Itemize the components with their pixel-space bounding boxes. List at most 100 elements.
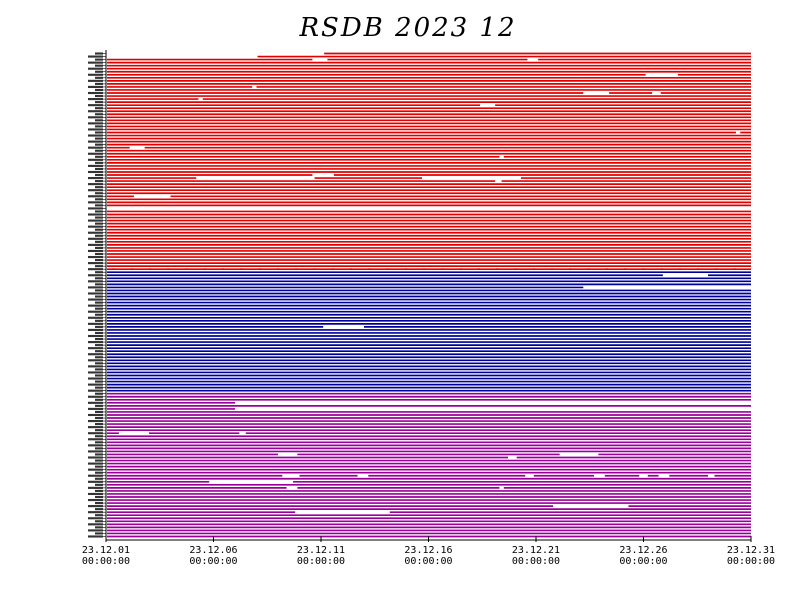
row-label: [88, 432, 103, 435]
row-label: [95, 301, 103, 304]
dash-mark: [678, 268, 681, 271]
row-label: [88, 243, 103, 246]
data-gap: [235, 401, 751, 405]
dash-mark: [222, 268, 225, 271]
row-label: [88, 365, 103, 368]
x-tick-time-label: 00:00:00: [404, 556, 452, 567]
row-label: [95, 319, 103, 322]
row-label: [95, 119, 103, 122]
row-label: [95, 386, 103, 389]
data-gap: [583, 286, 751, 289]
data-gaps: [107, 52, 752, 514]
data-gap: [495, 179, 502, 183]
data-gap: [499, 486, 504, 490]
row-label: [88, 152, 103, 155]
row-label: [88, 517, 103, 520]
row-label: [95, 337, 103, 341]
row-label: [95, 520, 103, 523]
row-label: [95, 410, 103, 414]
row-label: [95, 374, 103, 377]
row-label: [88, 316, 103, 319]
row-label: [88, 456, 103, 459]
row-label: [88, 237, 103, 240]
row-label: [88, 176, 103, 180]
row-label: [88, 195, 103, 198]
row-label: [95, 447, 103, 450]
dash-mark: [185, 268, 188, 271]
row-label: [88, 286, 103, 289]
dash-mark: [459, 268, 462, 271]
row-label: [95, 526, 103, 529]
data-gap: [107, 55, 258, 58]
row-label: [95, 471, 103, 474]
row-label: [95, 210, 103, 213]
row-label: [95, 58, 103, 61]
row-label: [95, 101, 103, 104]
row-label: [88, 444, 103, 447]
row-label: [88, 419, 103, 423]
row-label: [88, 511, 103, 514]
row-label: [95, 198, 103, 201]
row-label: [88, 413, 103, 417]
data-gap: [499, 155, 504, 159]
data-gap: [295, 510, 390, 514]
data-gap: [658, 474, 670, 478]
row-label: [95, 489, 103, 492]
row-label: [88, 371, 103, 374]
data-gap: [235, 407, 751, 411]
row-label: [88, 310, 103, 313]
row-label: [88, 529, 103, 532]
row-label: [95, 495, 103, 499]
row-label: [88, 262, 103, 265]
row-label: [95, 149, 103, 152]
data-gap: [508, 456, 517, 459]
row-label: [88, 140, 103, 143]
row-label: [88, 389, 103, 392]
row-label: [88, 268, 103, 271]
x-tick-date-label: 23.12.01: [82, 545, 130, 556]
data-gap: [652, 91, 661, 95]
row-label: [88, 353, 103, 356]
row-label: [88, 67, 103, 70]
row-label: [95, 325, 103, 328]
row-label: [95, 392, 103, 395]
dash-mark: [295, 268, 298, 271]
row-label: [95, 246, 103, 249]
data-gap: [252, 85, 257, 89]
row-label: [95, 283, 103, 286]
dash-mark: [350, 268, 353, 271]
row-label: [95, 435, 103, 438]
row-label: [88, 189, 103, 192]
row-label: [95, 265, 103, 268]
row-label: [88, 98, 103, 101]
row-label: [95, 88, 103, 92]
row-label: [95, 307, 103, 310]
row-label: [88, 304, 103, 307]
data-gap: [133, 194, 171, 198]
row-label: [88, 498, 103, 502]
row-label: [95, 277, 103, 280]
data-gap: [553, 504, 629, 508]
row-label: [95, 173, 103, 177]
dash-mark: [642, 268, 645, 271]
row-label: [88, 401, 103, 404]
row-label: [95, 131, 103, 134]
data-gap: [239, 431, 246, 435]
row-label: [88, 122, 103, 125]
row-label: [88, 158, 103, 161]
row-label: [88, 128, 103, 131]
row-label: [88, 468, 103, 471]
row-label: [88, 274, 103, 277]
row-label: [88, 383, 103, 386]
row-label: [88, 213, 103, 216]
row-label: [95, 271, 103, 274]
row-label: [95, 508, 103, 511]
row-label: [88, 183, 103, 186]
row-label: [88, 377, 103, 380]
row-label: [95, 240, 103, 243]
row-label: [95, 228, 103, 231]
x-tick-time-label: 00:00:00: [619, 556, 667, 567]
x-tick-date-label: 23.12.06: [189, 545, 237, 556]
row-label: [95, 155, 103, 158]
data-gap: [107, 52, 325, 55]
